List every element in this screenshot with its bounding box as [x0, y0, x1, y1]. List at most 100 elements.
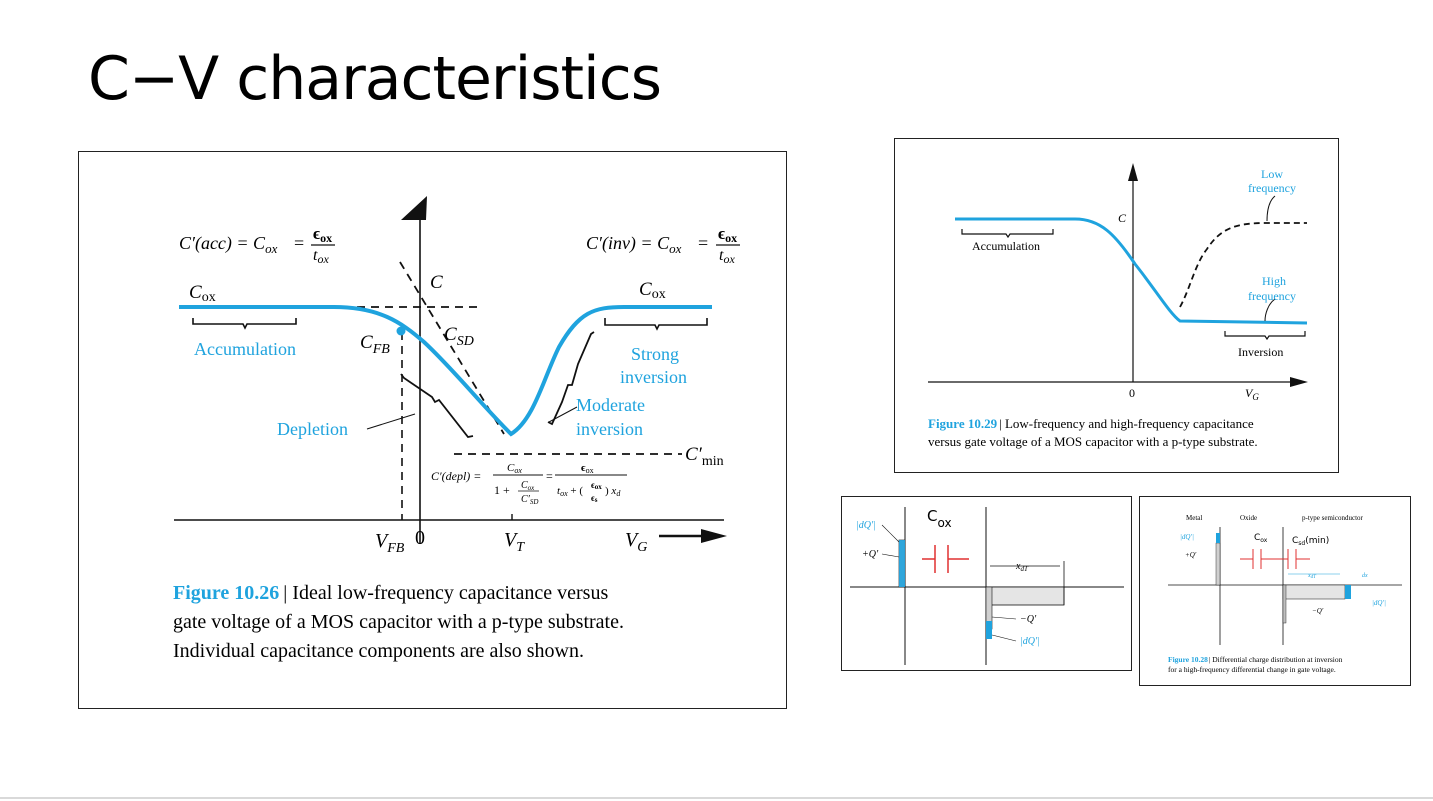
c-axis-label: C [430, 272, 443, 293]
c-axis-arrow-head [1128, 163, 1138, 181]
metal-dq-block [1216, 533, 1220, 543]
svg-text:=: = [546, 469, 553, 483]
svg-text:ϵs: ϵs [591, 493, 598, 504]
vg-arrow-head [701, 529, 727, 543]
svg-text:Figure 10.26| Ideal low-freque: Figure 10.26 | Ideal low-frequency capaci… [173, 582, 608, 604]
eq-depl-text: C′(depl) = [431, 469, 481, 483]
cox-label: Cox [1254, 533, 1268, 544]
strong-inversion-brace [604, 318, 708, 331]
inversion-brace [1224, 331, 1306, 341]
low-frequency-leader [1266, 195, 1276, 222]
zero-label: 0 [1129, 386, 1135, 400]
plus-q-label: +Q′ [862, 549, 879, 560]
cmin-label: C′min [685, 444, 724, 469]
eq-inv-tox: tox [719, 247, 735, 266]
csd-label: CSD [444, 324, 474, 349]
vg-label: VG [625, 529, 647, 555]
high-frequency-leader [1264, 298, 1276, 322]
metal-dq-block [899, 540, 905, 587]
fig26-caption-line3: Individual capacitance components are al… [173, 640, 584, 662]
depletion-leader [366, 413, 416, 430]
eq-inv-eps: ϵox [718, 224, 737, 245]
fig28-caption-line2: for a high-frequency differential change… [1168, 665, 1336, 674]
inversion-dq-block [986, 621, 992, 639]
minus-q-label: −Q′ [1020, 614, 1037, 625]
c-axis-arrow [401, 196, 427, 220]
depletion-charge-block [985, 586, 1065, 606]
figure-10-29-graph: C Accumulation Inversion Low frequency H… [928, 163, 1308, 449]
fig26-caption-line2: gate voltage of a MOS capacitor with a p… [173, 611, 624, 633]
fig26-caption-label: Figure 10.26 [173, 582, 279, 604]
accumulation-brace [192, 318, 297, 330]
moderate-inversion-label-1: Moderate [576, 395, 645, 415]
svg-text:ϵox: ϵox [581, 462, 594, 475]
cfb-label: CFB [360, 332, 390, 357]
fig28-caption-line1: | Differential charge distribution at in… [1209, 655, 1343, 664]
vt-label: VT [504, 529, 525, 555]
moderate-leader [548, 406, 578, 423]
csd-dashed-line [399, 261, 505, 435]
charge-distribution-graph: Cox |dQ′| +Q′ xdT −Q′ |dQ′| [850, 507, 1124, 665]
fig29-caption-label: Figure 10.29 [928, 416, 998, 431]
minus-q-label: −Q′ [1312, 607, 1324, 615]
fig28-caption-label: Figure 10.28 [1168, 655, 1208, 664]
eq-acc-text: C′(acc) = C [179, 233, 266, 254]
moderate-inversion-brace [547, 331, 595, 426]
oxide-label: Oxide [1240, 514, 1257, 522]
eq-acc-eps: ϵox [313, 224, 332, 245]
svg-text:Figure 10.28| Differential cha: Figure 10.28| Differential charge distri… [1168, 655, 1343, 664]
semiconductor-label: p-type semiconductor [1302, 514, 1364, 522]
vfb-label: VFB [375, 530, 405, 556]
eq-acc-equals: = [294, 233, 304, 253]
figure-10-26-graph: C′(acc) = Cox = ϵox tox C′(inv) = Cox = … [173, 196, 740, 662]
accumulation-label: Accumulation [972, 239, 1040, 253]
high-frequency-curve [955, 217, 1308, 325]
accumulation-label: Accumulation [194, 339, 296, 359]
flatband-point [396, 326, 406, 336]
plus-q-label: +Q′ [1185, 551, 1197, 559]
moderate-inversion-label-2: inversion [576, 419, 643, 439]
xdt-label: xdT [1307, 573, 1317, 580]
svg-text:C′(acc) = Cox: C′(acc) = Cox [179, 233, 278, 256]
zero-label: 0 [415, 527, 425, 549]
csd-label: Csd(min) [1292, 536, 1329, 547]
svg-text:1 +: 1 + [494, 483, 510, 497]
metal-label: Metal [1186, 514, 1202, 522]
low-frequency-label-1: Low [1261, 167, 1283, 181]
c-axis-label: C [1118, 211, 1127, 225]
depletion-label: Depletion [277, 419, 348, 439]
inversion-label: Inversion [1238, 345, 1283, 359]
cox-label: Cox [927, 507, 952, 530]
dx-label: dx [1362, 573, 1368, 579]
cox-right-label: Cox [639, 279, 666, 302]
dq-top-label: |dQ′| [1180, 533, 1194, 541]
vg-label: VG [1245, 386, 1259, 402]
svg-text:ϵox: ϵox [591, 480, 602, 491]
charge-distribution-panel: Cox |dQ′| +Q′ xdT −Q′ |dQ′| [841, 496, 1132, 671]
xdt-label: xdT [1015, 561, 1029, 573]
svg-text:tox + (: tox + ( [557, 485, 583, 498]
figure-10-29-panel: C Accumulation Inversion Low frequency H… [894, 138, 1339, 473]
eq-inv-equals: = [698, 233, 708, 253]
strong-inversion-label-2: inversion [620, 367, 687, 387]
eq-acc-sub: ox [265, 241, 278, 256]
accumulation-brace [961, 229, 1054, 239]
svg-text:Figure 10.29| Low-frequency an: Figure 10.29 | Low-frequency and high-fre… [928, 416, 1254, 431]
metal-charge-block [1215, 542, 1221, 586]
fig26-caption-line1: | Ideal low-frequency capacitance versus [283, 582, 608, 604]
fig29-caption-line2: versus gate voltage of a MOS capacitor w… [928, 434, 1258, 449]
strong-inversion-label-1: Strong [631, 344, 679, 364]
svg-text:) xd: ) xd [605, 485, 621, 498]
cox-left-label: Cox [189, 282, 216, 305]
eq-inv-sub: ox [669, 241, 682, 256]
fig29-caption-line1: | Low-frequency and high-frequency capac… [999, 416, 1254, 431]
svg-text:Cox: Cox [507, 462, 522, 475]
footer-divider [0, 797, 1433, 799]
figure-10-28-panel: Metal Oxide p-type semiconductor Cox Csd… [1139, 496, 1411, 686]
inversion-charge-block [1282, 584, 1287, 624]
svg-text:Cox: Cox [521, 480, 535, 492]
dq-top-label: |dQ′| [856, 520, 876, 531]
dq-right-label: |dQ′| [1372, 599, 1386, 607]
dq-bottom-label: |dQ′| [1020, 636, 1040, 647]
depletion-brace [400, 373, 474, 438]
